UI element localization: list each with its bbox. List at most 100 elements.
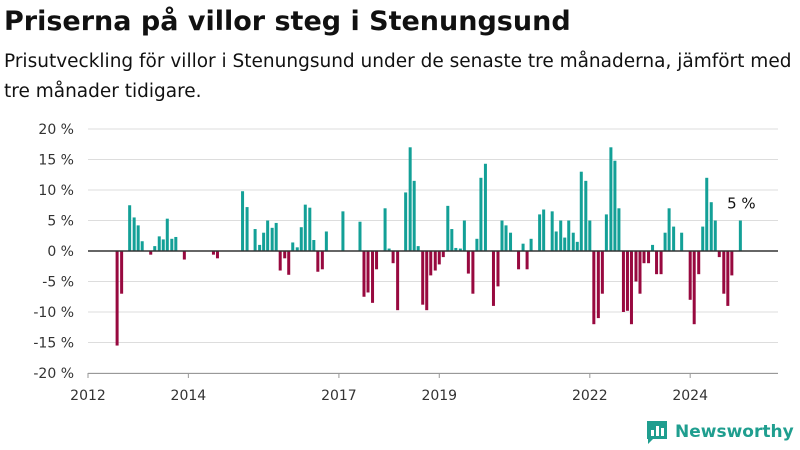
bar [680, 232, 684, 251]
y-axis-ticks: 20 % 15 % 10 % 5 % 0 % -5 % -10 % -15 % -20 % [33, 122, 74, 382]
bar [738, 220, 742, 251]
bar [412, 180, 416, 251]
y-tick-label: 15 % [38, 153, 74, 169]
bar [667, 208, 671, 251]
bar [717, 251, 721, 258]
bar [496, 251, 500, 287]
bar [604, 214, 608, 251]
bar [538, 214, 542, 251]
bar [266, 220, 270, 251]
bar [245, 207, 249, 251]
bar [655, 251, 659, 275]
x-tick-label: 2024 [672, 388, 708, 404]
bar [308, 207, 312, 251]
bar [471, 251, 475, 294]
bar [366, 251, 370, 293]
x-tick-label: 2017 [321, 388, 357, 404]
y-tick-label: -15 % [33, 336, 74, 352]
last-value-label: 5 % [727, 195, 756, 213]
bar [161, 239, 165, 251]
bar [571, 232, 575, 251]
bar [567, 220, 571, 251]
bar [609, 147, 613, 251]
bar [588, 220, 592, 251]
bar [504, 225, 508, 251]
y-tick-label: 5 % [47, 214, 74, 230]
bar [291, 242, 295, 251]
logo-text: Newsworthy [675, 422, 794, 442]
bar [316, 251, 320, 272]
bar [153, 246, 157, 251]
bar [479, 177, 483, 251]
bar [525, 251, 529, 270]
bar [688, 251, 692, 300]
bar [663, 232, 667, 251]
bar [270, 227, 274, 251]
bar [559, 220, 563, 251]
bar [287, 251, 291, 275]
bar [140, 241, 144, 251]
bar [692, 251, 696, 325]
bar [713, 220, 717, 251]
bar [396, 251, 400, 311]
bar [136, 225, 140, 251]
x-tick-label: 2012 [70, 388, 106, 404]
bar [425, 251, 429, 311]
bar [383, 208, 387, 251]
newsworthy-logo: Newsworthy [645, 418, 794, 446]
bar [575, 241, 579, 251]
bar [483, 163, 487, 251]
bar [466, 251, 470, 274]
bar [730, 251, 734, 276]
bar [638, 251, 642, 294]
bar [341, 211, 345, 251]
bar-chart-logo-icon [647, 421, 667, 444]
y-tick-label: 20 % [38, 122, 74, 138]
bar [454, 247, 458, 251]
bar [584, 180, 588, 251]
bar [563, 237, 567, 251]
bar [722, 251, 726, 294]
bar [629, 251, 633, 325]
bar [182, 251, 186, 260]
bar [634, 251, 638, 282]
bar [647, 251, 651, 264]
bar [705, 177, 709, 251]
bar [592, 251, 596, 325]
bar [596, 251, 600, 319]
bars [115, 147, 742, 346]
bar [550, 211, 554, 251]
x-tick-label: 2022 [572, 388, 608, 404]
bar [709, 202, 713, 251]
bar [215, 251, 219, 259]
y-tick-label: -10 % [33, 305, 74, 321]
bar [320, 251, 324, 270]
x-tick-label: 2014 [171, 388, 207, 404]
bar [491, 251, 495, 306]
bar [375, 251, 379, 270]
bar [128, 205, 132, 251]
bar [446, 205, 450, 251]
bar [701, 226, 705, 251]
y-tick-label: 0 % [47, 244, 74, 260]
bar [324, 231, 328, 251]
bar [726, 251, 730, 306]
chart-title: Priserna på villor steg i Stenungsund [4, 6, 571, 37]
bar [258, 244, 262, 251]
bar [132, 217, 136, 251]
bar [312, 240, 316, 251]
bar [358, 221, 362, 251]
bar [120, 251, 124, 294]
bar [429, 251, 433, 276]
bar [659, 251, 663, 275]
bar [509, 232, 513, 251]
bar [283, 251, 287, 259]
bar [387, 248, 391, 251]
bar [450, 229, 454, 251]
bar [517, 251, 521, 270]
bar [241, 191, 245, 251]
bar [295, 247, 299, 251]
bar [253, 229, 257, 251]
y-tick-label: -20 % [33, 366, 74, 382]
